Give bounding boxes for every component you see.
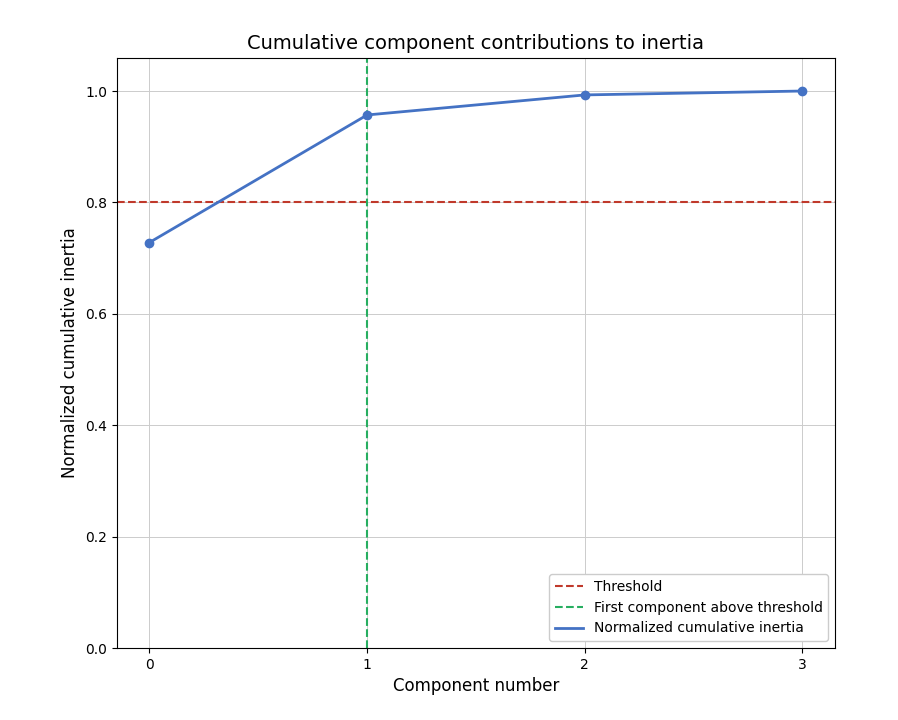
- Legend: Threshold, First component above threshold, Normalized cumulative inertia: Threshold, First component above thresho…: [550, 574, 828, 641]
- Title: Cumulative component contributions to inertia: Cumulative component contributions to in…: [248, 35, 704, 53]
- Y-axis label: Normalized cumulative inertia: Normalized cumulative inertia: [61, 228, 79, 478]
- X-axis label: Component number: Component number: [392, 678, 559, 696]
